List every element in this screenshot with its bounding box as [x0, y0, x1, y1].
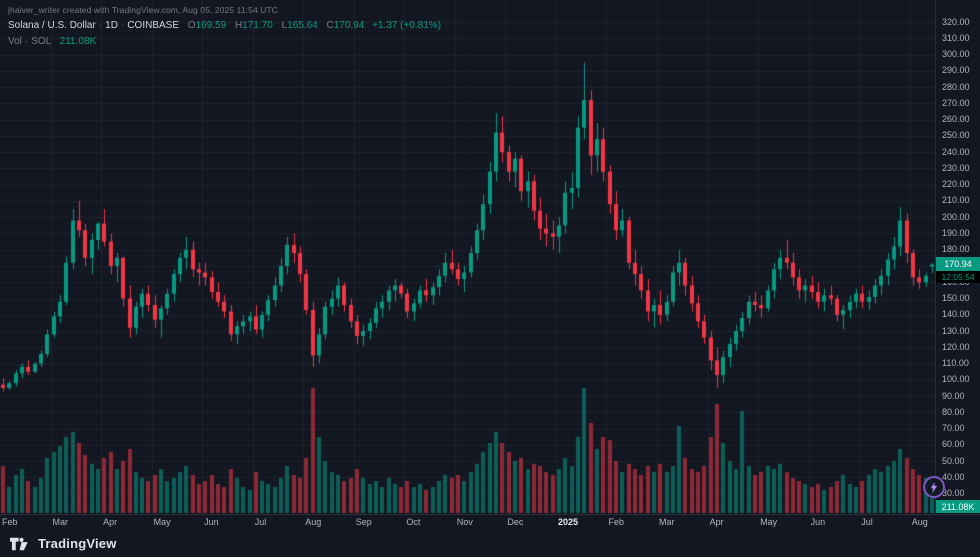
price-tick-label: 50.00 — [942, 455, 965, 466]
close-label: C — [326, 19, 334, 31]
separator: · — [120, 19, 125, 31]
price-tick-label: 60.00 — [942, 439, 965, 450]
price-tick-label: 150.00 — [942, 293, 970, 304]
separator: · — [24, 35, 29, 47]
price-tick-label: 90.00 — [942, 390, 965, 401]
price-tick-label: 140.00 — [942, 309, 970, 320]
boost-button[interactable] — [923, 476, 945, 498]
price-tick-label: 180.00 — [942, 244, 970, 255]
price-tick-label: 130.00 — [942, 325, 970, 336]
time-scale[interactable]: Feb Mar Apr May Jun Jul Aug Sep Oct Nov Dec 2025 Feb… — [0, 514, 980, 531]
price-tick-label: 100.00 — [942, 374, 970, 385]
price-tick-label: 220.00 — [942, 179, 970, 190]
price-tick-label: 200.00 — [942, 211, 970, 222]
price-tick-label: 310.00 — [942, 32, 970, 43]
change-value: +1.37 (+0.81%) — [372, 19, 442, 31]
price-tick-label: 230.00 — [942, 162, 970, 173]
price-tick-label: 30.00 — [942, 488, 965, 499]
time-axis-label: Jul — [254, 517, 267, 527]
high-label: H — [234, 19, 243, 31]
time-axis-label: Jun — [810, 517, 826, 527]
candlestick-volume-chart[interactable] — [0, 0, 935, 514]
price-tick-label: 290.00 — [942, 65, 970, 76]
price-tick-label: 70.00 — [942, 423, 965, 434]
high-value: 171.70 — [242, 19, 273, 31]
price-tick-label: 260.00 — [942, 114, 970, 125]
time-axis-label: Aug — [305, 517, 322, 527]
attribution-text: jhaiver_writer created with TradingView.… — [8, 5, 279, 15]
price-tick-label: 210.00 — [942, 195, 970, 206]
symbol-title[interactable]: Solana / U.S. Dollar — [8, 19, 96, 31]
last-price-badge: 170.94 — [936, 257, 980, 271]
volume-label[interactable]: Vol — [8, 35, 22, 47]
volume-badge: 211.08K — [936, 500, 980, 513]
time-axis-label: Sep — [355, 517, 372, 527]
price-tick-label: 190.00 — [942, 227, 970, 238]
volume-value: 211.08K — [59, 35, 97, 47]
chart-legend[interactable]: jhaiver_writer created with TradingView.… — [8, 4, 441, 49]
symbol-description-row: Solana / U.S. Dollar · 1D · COINBASE O169.59… — [8, 18, 441, 33]
open-value: 169.59 — [195, 19, 227, 31]
bar-close-countdown: 12:05:54 — [936, 271, 980, 283]
separator: · — [98, 19, 103, 31]
tradingview-logo-icon[interactable] — [10, 537, 32, 551]
time-axis-label: Jun — [204, 517, 219, 527]
footer-bar: TradingView — [0, 530, 980, 557]
open-label: O — [187, 19, 196, 31]
time-axis-label: Apr — [103, 517, 118, 527]
exchange-label: COINBASE — [127, 19, 179, 31]
time-axis-label: Jul — [861, 517, 873, 527]
time-axis-label: Feb — [2, 517, 18, 527]
low-label: L — [281, 19, 288, 31]
price-tick-label: 300.00 — [942, 49, 970, 60]
low-value: 165.64 — [287, 19, 318, 31]
price-tick-label: 250.00 — [942, 130, 970, 141]
time-axis-label: Nov — [456, 517, 473, 527]
time-axis-label: Feb — [608, 517, 624, 527]
price-tick-label: 280.00 — [942, 81, 970, 92]
volume-indicator-row: Vol · SOL 211.08K — [8, 34, 441, 49]
price-tick-label: 40.00 — [942, 471, 965, 482]
interval-label[interactable]: 1D — [105, 19, 118, 31]
tradingview-wordmark[interactable]: TradingView — [38, 536, 117, 551]
price-tick-label: 240.00 — [942, 146, 970, 157]
time-axis-label: Dec — [507, 517, 524, 527]
chart-pane: jhaiver_writer created with TradingView.… — [0, 0, 980, 531]
price-tick-label: 110.00 — [942, 358, 969, 369]
close-value: 170.94 — [333, 19, 365, 31]
price-tick-label: 80.00 — [942, 406, 965, 417]
price-tick-label: 270.00 — [942, 97, 970, 108]
price-tick-label: 320.00 — [942, 16, 970, 27]
time-axis-label: May — [760, 517, 778, 527]
time-axis-label: Mar — [659, 517, 675, 527]
time-axis-label: Oct — [406, 517, 421, 527]
lightning-icon — [930, 481, 938, 493]
price-tick-label: 120.00 — [942, 341, 970, 352]
time-axis-label: Apr — [709, 517, 724, 527]
volume-symbol: SOL — [31, 35, 51, 47]
time-axis-label: Aug — [911, 517, 928, 527]
time-axis-label: 2025 — [557, 517, 578, 527]
time-axis-label: Mar — [52, 517, 69, 527]
time-axis-label: May — [153, 517, 171, 527]
